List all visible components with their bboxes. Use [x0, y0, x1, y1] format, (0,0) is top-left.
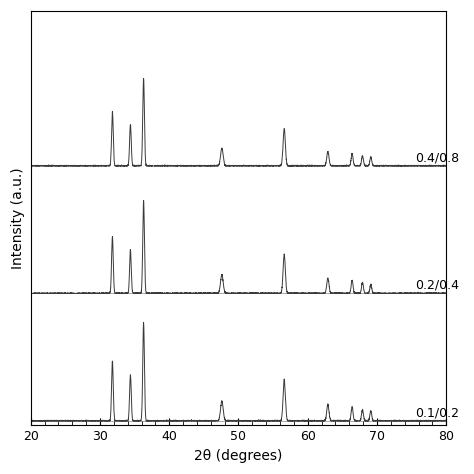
- Text: 0.1/0.2: 0.1/0.2: [415, 406, 459, 419]
- Text: 0.4/0.8: 0.4/0.8: [415, 151, 459, 164]
- Text: 0.2/0.4: 0.2/0.4: [415, 279, 459, 292]
- X-axis label: 2θ (degrees): 2θ (degrees): [194, 449, 283, 463]
- Y-axis label: Intensity (a.u.): Intensity (a.u.): [11, 167, 25, 269]
